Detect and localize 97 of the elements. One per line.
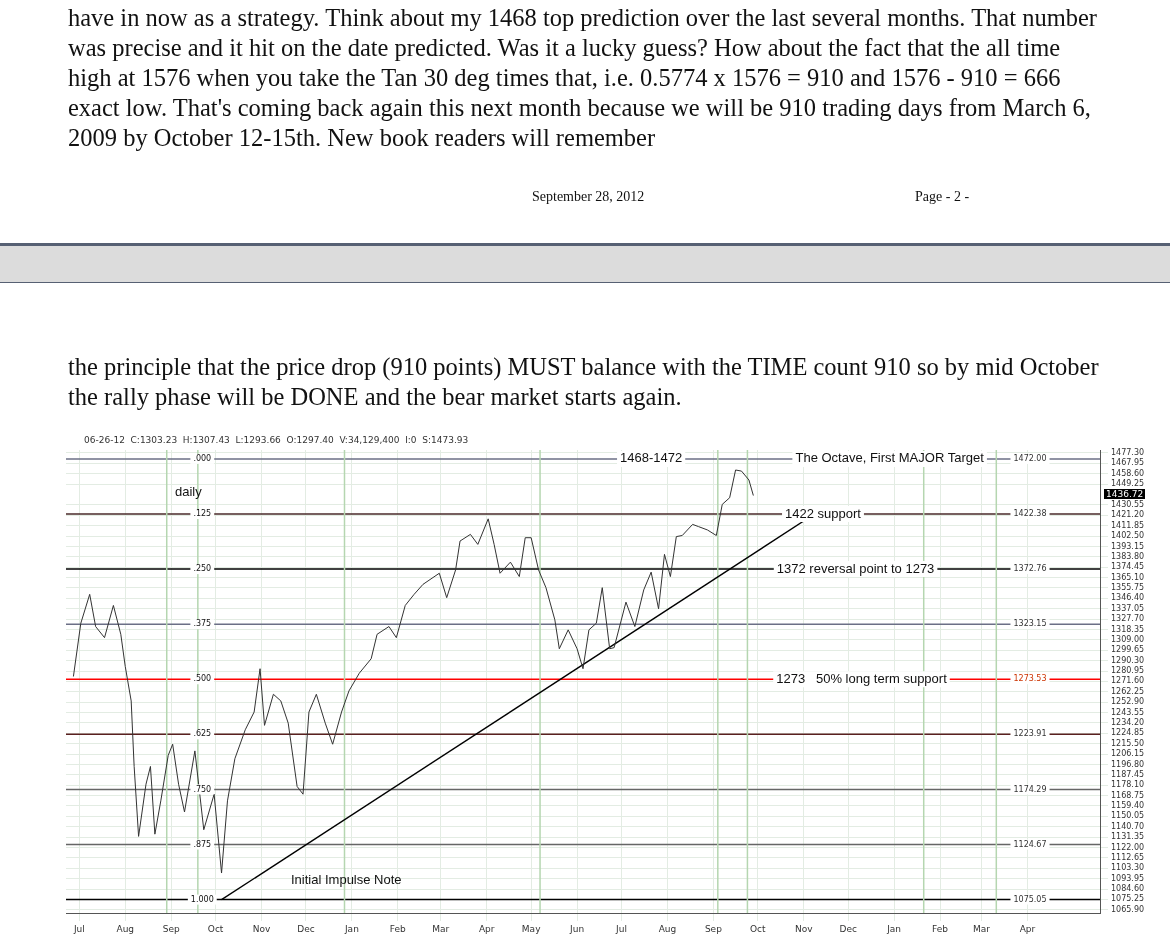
y-tick-label: 1131.35 bbox=[1111, 832, 1145, 842]
y-tick-label: 1290.30 bbox=[1111, 655, 1145, 665]
y-tick-label: 1346.40 bbox=[1111, 593, 1145, 603]
x-tick-label: Aug bbox=[116, 923, 135, 934]
x-tick-label: Jul bbox=[615, 923, 627, 934]
y-tick-label: 1337.05 bbox=[1111, 603, 1145, 613]
x-tick-label: Jan bbox=[886, 923, 902, 934]
y-tick-label: 1467.95 bbox=[1111, 458, 1145, 468]
x-tick-label: May bbox=[521, 923, 542, 934]
annotation: .250 bbox=[193, 564, 212, 574]
text: the principle that the price drop (910 points) MUST balance with the TIME count 910 so by mid October the rally phase will be DONE and the bear market starts again. bbox=[68, 352, 1100, 412]
y-tick-label: 1103.30 bbox=[1111, 863, 1145, 873]
y-tick-label: 1252.90 bbox=[1111, 697, 1145, 707]
ref-line-label: 1223.91 bbox=[1013, 729, 1047, 739]
y-tick-label: 1112.65 bbox=[1111, 852, 1145, 862]
annotation: .000 bbox=[193, 453, 212, 463]
ref-line-label: 1472.00 bbox=[1013, 453, 1047, 463]
x-tick-label: Dec bbox=[297, 923, 315, 934]
y-tick-label: 1243.55 bbox=[1111, 707, 1145, 717]
y-tick-label: 1383.80 bbox=[1111, 551, 1145, 561]
y-tick-label: 1178.10 bbox=[1111, 780, 1145, 790]
text: have in now as a strategy. Think about my 1468 top prediction over the last several months. That number was precise and it hit on the date predicted. Was it a lucky guess? How about the fact that the all time high at 1576 when you take the Tan 30 deg times that, i.e. 0.5774 x 1576 = 910 and 1576 - 910 = 666 exact low. That's coming back again this next month because we will be 910 trading days from March 6, 2009 by October 12-15th. New book readers will remember bbox=[68, 3, 1098, 153]
ref-line-label: 1075.05 bbox=[1013, 894, 1047, 904]
y-tick-label: 1093.95 bbox=[1111, 873, 1145, 883]
text: 1436.72 bbox=[1104, 489, 1146, 499]
annotation: .500 bbox=[193, 674, 212, 684]
y-tick-label: 1168.75 bbox=[1111, 790, 1145, 800]
text: 06-26-12 C:1303.23 H:1307.43 L:1293.66 O:1297.40 V:34,129,400 I:0 S:1473.93 bbox=[84, 435, 469, 445]
x-tick-label: Jun bbox=[569, 923, 585, 934]
y-tick-label: 1365.10 bbox=[1111, 572, 1145, 582]
y-tick-label: 1477.30 bbox=[1111, 448, 1145, 458]
x-tick-label: Apr bbox=[1019, 923, 1036, 934]
ref-line-label: 1372.76 bbox=[1013, 564, 1047, 574]
y-tick-label: 1402.50 bbox=[1111, 531, 1145, 541]
y-tick-label: 1449.25 bbox=[1111, 479, 1145, 489]
y-tick-label: 1234.20 bbox=[1111, 717, 1145, 727]
annotation: .625 bbox=[193, 729, 212, 739]
y-tick-label: 1393.15 bbox=[1111, 541, 1145, 551]
y-tick-label: 1355.75 bbox=[1111, 583, 1145, 593]
annotation: 1273 50% long term support bbox=[776, 670, 948, 686]
y-tick-label: 1271.60 bbox=[1111, 676, 1145, 686]
annotation: 1372 reversal point to 1273 bbox=[776, 560, 935, 576]
x-tick-label: Jan bbox=[343, 923, 359, 934]
x-tick-label: Oct bbox=[750, 923, 767, 934]
x-tick-label: Mar bbox=[973, 923, 991, 934]
x-tick-label: Apr bbox=[478, 923, 495, 934]
x-tick-label: Sep bbox=[162, 923, 180, 934]
y-tick-label: 1065.90 bbox=[1111, 904, 1145, 914]
y-tick-label: 1187.45 bbox=[1111, 769, 1145, 779]
x-tick-label: Dec bbox=[839, 923, 857, 934]
y-tick-label: 1318.35 bbox=[1111, 624, 1145, 634]
text: Page - 2 - bbox=[915, 189, 970, 205]
y-tick-label: 1262.25 bbox=[1111, 686, 1145, 696]
y-tick-label: 1224.85 bbox=[1111, 728, 1145, 738]
x-tick-label: Jul bbox=[72, 923, 85, 934]
y-tick-label: 1421.20 bbox=[1111, 510, 1145, 520]
x-tick-label: Mar bbox=[432, 923, 450, 934]
y-tick-label: 1122.00 bbox=[1111, 842, 1145, 852]
annotation: 1.000 bbox=[190, 894, 214, 904]
y-tick-label: 1374.45 bbox=[1111, 562, 1145, 572]
y-tick-label: 1215.50 bbox=[1111, 738, 1145, 748]
annotation: .875 bbox=[193, 839, 212, 849]
ref-line-label: 1323.15 bbox=[1013, 619, 1047, 629]
x-tick-label: Aug bbox=[658, 923, 677, 934]
annotation: The Octave, First MAJOR Target bbox=[795, 450, 985, 466]
y-tick-label: 1458.60 bbox=[1111, 468, 1145, 478]
x-tick-label: Nov bbox=[794, 923, 814, 934]
x-tick-label: Oct bbox=[207, 923, 224, 934]
y-tick-label: 1299.65 bbox=[1111, 645, 1145, 655]
y-tick-label: 1084.60 bbox=[1111, 884, 1145, 894]
y-tick-label: 1140.70 bbox=[1111, 821, 1145, 831]
y-tick-label: 1309.00 bbox=[1111, 634, 1145, 644]
y-tick-label: 1430.55 bbox=[1111, 499, 1145, 509]
ref-line-label: 1124.67 bbox=[1013, 839, 1047, 849]
x-tick-label: Nov bbox=[252, 923, 271, 934]
text: daily bbox=[175, 484, 202, 499]
annotation: .125 bbox=[193, 509, 212, 519]
y-tick-label: 1327.70 bbox=[1111, 614, 1145, 624]
x-tick-label: Feb bbox=[932, 923, 949, 934]
y-tick-label: 1411.85 bbox=[1111, 520, 1145, 530]
annotation: .750 bbox=[193, 784, 212, 794]
annotation: .375 bbox=[193, 619, 212, 629]
ref-line-label: 1422.38 bbox=[1013, 509, 1047, 519]
text: September 28, 2012 bbox=[532, 189, 645, 205]
y-tick-label: 1159.40 bbox=[1111, 801, 1145, 811]
y-tick-label: 1075.25 bbox=[1111, 894, 1145, 904]
y-tick-label: 1206.15 bbox=[1111, 749, 1145, 759]
y-tick-label: 1196.80 bbox=[1111, 759, 1145, 769]
annotation: 1422 support bbox=[785, 505, 862, 521]
annotation: Initial Impulse Note bbox=[291, 872, 402, 887]
ref-line-label: 1273.53 bbox=[1013, 674, 1047, 684]
x-tick-label: Feb bbox=[389, 923, 407, 934]
y-tick-label: 1280.95 bbox=[1111, 666, 1145, 676]
annotation: 1468-1472 bbox=[620, 450, 683, 466]
x-tick-label: Sep bbox=[704, 923, 723, 934]
ref-line-label: 1174.29 bbox=[1013, 784, 1047, 794]
y-tick-label: 1150.05 bbox=[1111, 811, 1145, 821]
